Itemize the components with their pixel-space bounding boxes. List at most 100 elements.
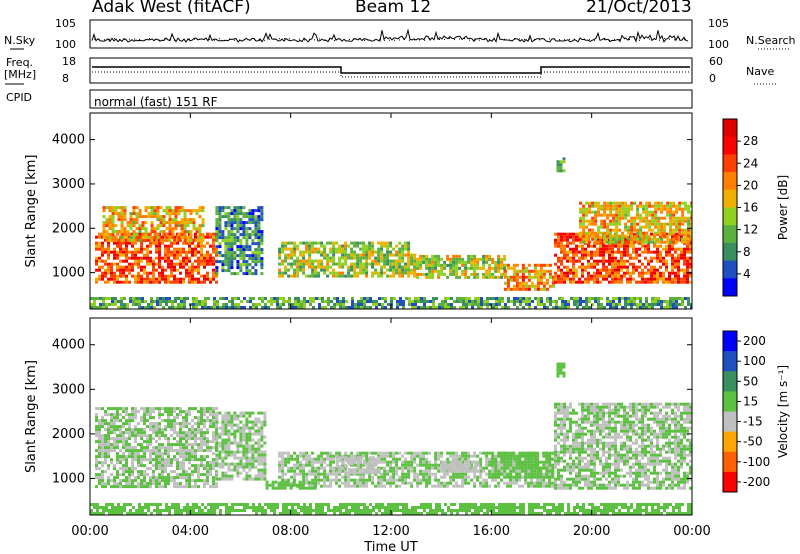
colorbar-tick-label: 24 bbox=[743, 156, 758, 170]
data-cell bbox=[153, 236, 157, 240]
data-cell bbox=[218, 251, 222, 255]
data-cell bbox=[191, 449, 194, 453]
data-cell bbox=[527, 272, 531, 276]
data-cell bbox=[641, 244, 644, 248]
data-cell bbox=[171, 227, 175, 231]
data-cell bbox=[410, 253, 414, 257]
data-cell bbox=[606, 303, 609, 306]
data-cell bbox=[182, 476, 185, 480]
data-cell bbox=[299, 472, 303, 476]
data-cell bbox=[156, 212, 160, 216]
data-cell bbox=[152, 274, 155, 278]
data-cell bbox=[533, 284, 537, 288]
data-cell bbox=[374, 268, 378, 272]
data-cell bbox=[107, 265, 110, 269]
data-cell bbox=[624, 225, 628, 229]
data-cell bbox=[300, 303, 303, 306]
data-cell bbox=[209, 277, 212, 281]
data-cell bbox=[641, 277, 644, 281]
data-cell bbox=[623, 271, 626, 275]
data-cell bbox=[581, 280, 584, 284]
data-cell bbox=[168, 227, 172, 231]
data-cell bbox=[198, 209, 202, 213]
data-cell bbox=[176, 268, 179, 272]
data-cell bbox=[428, 269, 432, 273]
data-cell bbox=[239, 441, 243, 445]
data-cell bbox=[107, 467, 110, 471]
data-cell bbox=[326, 475, 330, 479]
data-cell bbox=[258, 297, 261, 300]
data-cell bbox=[639, 303, 642, 306]
data-cell bbox=[596, 250, 599, 254]
data-cell bbox=[380, 460, 384, 464]
data-cell bbox=[224, 417, 228, 421]
data-cell bbox=[537, 300, 540, 303]
data-cell bbox=[128, 467, 131, 471]
data-cell bbox=[140, 446, 143, 450]
data-cell bbox=[359, 481, 363, 485]
noise-search-point bbox=[409, 39, 410, 41]
data-cell bbox=[480, 300, 483, 303]
data-cell bbox=[303, 300, 306, 303]
data-cell bbox=[173, 485, 176, 489]
data-cell bbox=[173, 437, 176, 441]
data-cell bbox=[131, 253, 134, 257]
data-cell bbox=[428, 272, 432, 276]
data-cell bbox=[155, 452, 158, 456]
data-cell bbox=[111, 224, 115, 228]
data-cell bbox=[602, 253, 605, 257]
data-cell bbox=[560, 238, 563, 242]
data-cell bbox=[287, 262, 291, 266]
data-cell bbox=[290, 247, 294, 251]
data-cell bbox=[521, 263, 525, 267]
data-cell bbox=[377, 256, 381, 260]
data-cell bbox=[119, 265, 122, 269]
data-cell bbox=[341, 247, 345, 251]
data-cell bbox=[392, 247, 396, 251]
data-cell bbox=[152, 452, 155, 456]
data-cell bbox=[579, 222, 583, 226]
data-cell bbox=[191, 271, 194, 275]
data-cell bbox=[404, 460, 408, 464]
data-cell bbox=[612, 222, 616, 226]
data-cell bbox=[371, 250, 375, 254]
data-cell bbox=[582, 300, 585, 303]
data-cell bbox=[164, 277, 167, 281]
data-cell bbox=[614, 262, 617, 266]
data-cell bbox=[239, 266, 243, 270]
noise-search-point bbox=[524, 38, 525, 40]
noise-search-point bbox=[364, 39, 365, 41]
data-cell bbox=[636, 303, 639, 306]
data-cell bbox=[143, 277, 146, 281]
data-cell bbox=[165, 236, 169, 240]
data-cell bbox=[410, 268, 414, 272]
data-cell bbox=[110, 407, 113, 411]
data-cell bbox=[263, 450, 267, 454]
data-cell bbox=[327, 300, 330, 303]
data-cell bbox=[647, 268, 650, 272]
data-cell bbox=[404, 268, 408, 272]
data-cell bbox=[197, 437, 200, 441]
data-cell bbox=[651, 210, 655, 214]
data-cell bbox=[603, 225, 607, 229]
data-cell bbox=[104, 422, 107, 426]
data-cell bbox=[104, 449, 107, 453]
data-cell bbox=[203, 431, 206, 435]
data-cell bbox=[191, 280, 194, 284]
data-cell bbox=[624, 213, 628, 217]
data-cell bbox=[146, 419, 149, 423]
data-cell bbox=[113, 416, 116, 420]
data-cell bbox=[123, 233, 127, 237]
data-cell bbox=[141, 227, 145, 231]
data-cell bbox=[497, 263, 501, 267]
data-cell bbox=[389, 454, 393, 458]
data-cell bbox=[609, 207, 613, 211]
noise-search-point bbox=[119, 39, 120, 41]
data-cell bbox=[350, 454, 354, 458]
data-cell bbox=[168, 212, 172, 216]
data-cell bbox=[332, 247, 336, 251]
data-cell bbox=[236, 465, 240, 469]
data-cell bbox=[98, 455, 101, 459]
data-cell bbox=[150, 297, 153, 300]
data-cell bbox=[114, 206, 118, 210]
